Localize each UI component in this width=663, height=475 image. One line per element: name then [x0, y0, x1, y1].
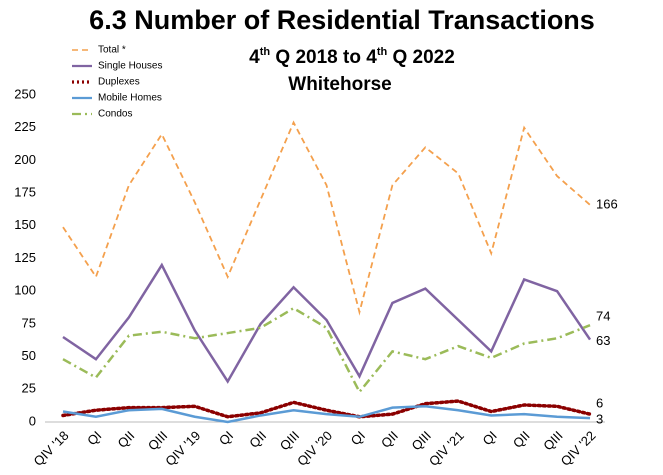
y-tick-label: 75 [22, 315, 36, 330]
y-tick-label: 175 [14, 185, 36, 200]
x-tick-label: QIV '19 [162, 428, 203, 469]
x-tick-label: QIV '18 [31, 428, 72, 469]
x-tick-label: QII [378, 428, 401, 451]
y-tick-label: 100 [14, 283, 36, 298]
x-tick-label: QI [216, 428, 236, 448]
data-label: 63 [596, 333, 610, 348]
chart-subtitle: 4th Q 2018 to 4th Q 2022 [249, 46, 455, 68]
x-tick-label: QIII [277, 428, 302, 453]
legend-label: Single Houses [98, 61, 162, 72]
chart-location: Whitehorse [288, 74, 391, 95]
x-tick-label: QI [348, 428, 368, 448]
legend-label: Condos [98, 109, 132, 120]
y-tick-label: 0 [29, 413, 36, 428]
legend-label: Duplexes [98, 77, 140, 88]
x-tick-label: QI [479, 428, 499, 448]
x-tick-label: QIII [145, 428, 170, 453]
series-line [61, 399, 592, 419]
legend-label: Mobile Homes [98, 93, 162, 104]
y-tick-label: 250 [14, 86, 36, 101]
y-tick-label: 200 [14, 152, 36, 167]
x-tick-label: QIV '20 [294, 428, 335, 469]
data-label: 6 [596, 396, 603, 411]
x-tick-label: QIII [408, 428, 433, 453]
x-tick-label: QII [510, 428, 533, 451]
series-line [62, 405, 591, 424]
chart-title: 6.3 Number of Residential Transactions [89, 5, 595, 35]
data-label: 166 [596, 196, 618, 211]
y-tick-label: 50 [22, 348, 36, 363]
x-tick-label: QII [115, 428, 138, 451]
series-line [62, 120, 591, 316]
x-tick-label: QII [246, 428, 269, 451]
x-tick-label: QI [84, 428, 104, 448]
x-tick-label: QIV '21 [426, 428, 467, 469]
y-tick-label: 25 [22, 381, 36, 396]
y-tick-label: 150 [14, 217, 36, 232]
series-line [62, 262, 592, 384]
data-label: 74 [596, 309, 610, 324]
x-tick-label: QIV '22 [558, 428, 599, 469]
y-tick-label: 125 [14, 250, 36, 265]
data-label: 3 [596, 412, 603, 427]
y-tick-label: 225 [14, 119, 36, 134]
legend-label: Total * [98, 45, 126, 56]
x-tick-label: QIII [540, 428, 565, 453]
